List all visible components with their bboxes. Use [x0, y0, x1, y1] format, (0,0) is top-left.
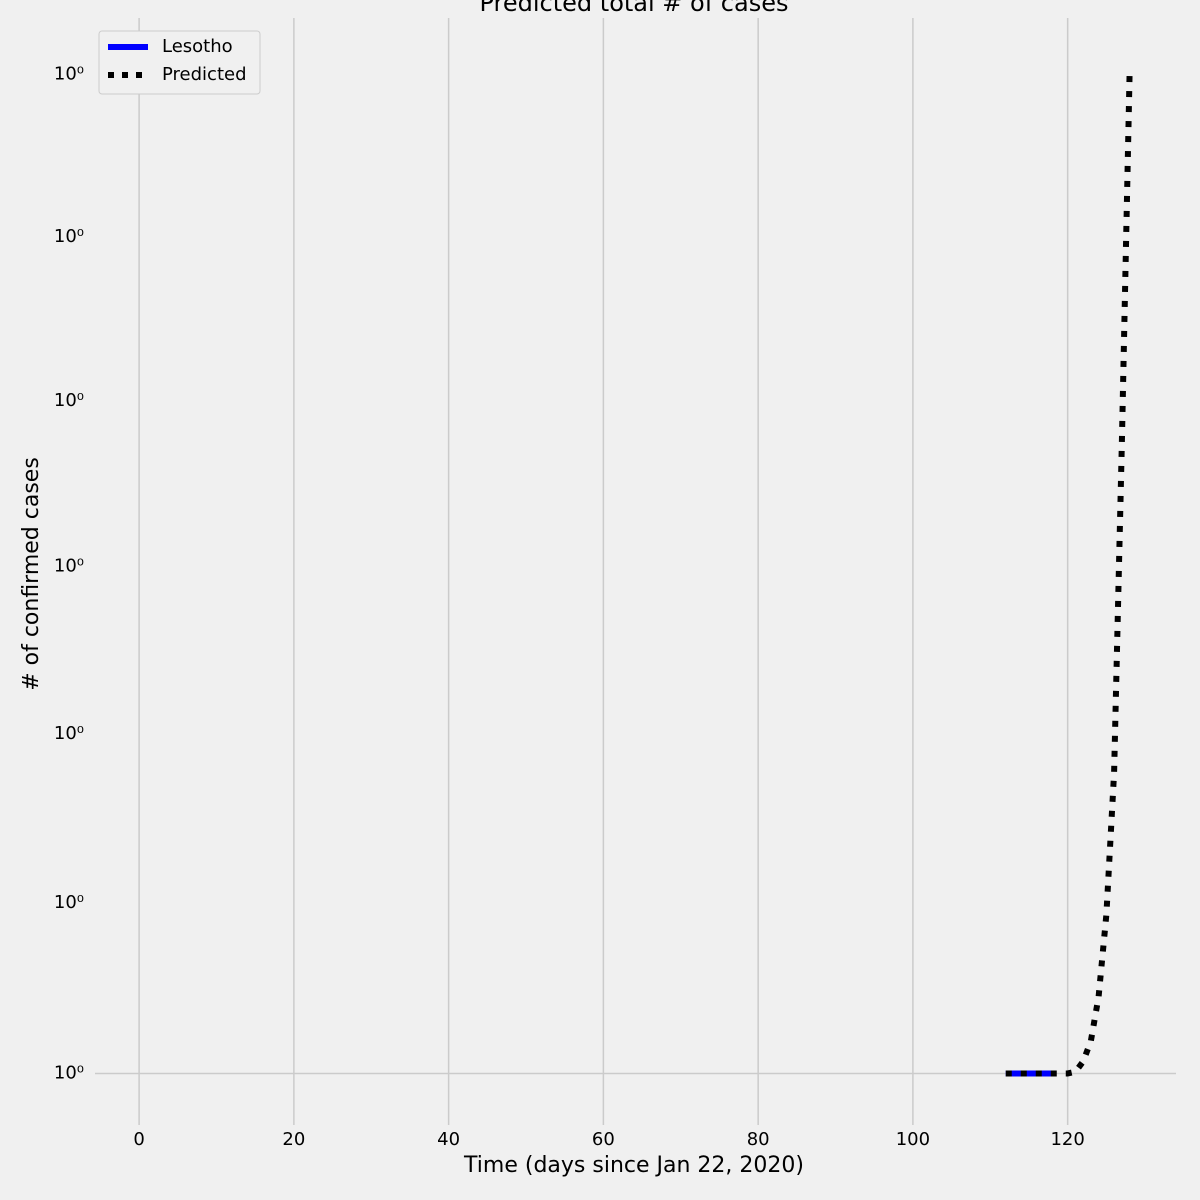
y-tick-label: 10⁰ — [54, 390, 84, 411]
x-tick-label: 100 — [896, 1129, 930, 1150]
legend-label: Predicted — [162, 64, 247, 85]
x-tick-label: 80 — [747, 1129, 770, 1150]
x-tick-label: 120 — [1050, 1129, 1084, 1150]
x-tick-label: 20 — [282, 1129, 305, 1150]
y-tick-label: 10⁰ — [54, 723, 84, 744]
plot — [1005, 74, 1133, 1077]
legend: Lesotho Predicted — [98, 30, 261, 95]
chart-title: Predicted total # of cases — [480, 0, 789, 17]
y-tick-label: 10⁰ — [54, 1062, 84, 1083]
grid — [95, 18, 1176, 1125]
legend-label: Lesotho — [162, 36, 233, 57]
x-tick-label: 40 — [437, 1129, 460, 1150]
y-tick-label: 10⁰ — [54, 226, 84, 247]
y-tick-label: 10⁰ — [54, 892, 84, 913]
y-tick-label: 10⁰ — [54, 556, 84, 577]
y-axis-label: # of confirmed cases — [19, 457, 44, 691]
series-line — [1005, 74, 1133, 1077]
x-tick-label: 60 — [592, 1129, 615, 1150]
x-axis-label: Time (days since Jan 22, 2020) — [463, 1153, 804, 1178]
y-tick-label: 10⁰ — [54, 64, 84, 85]
x-tick-label: 0 — [133, 1129, 144, 1150]
